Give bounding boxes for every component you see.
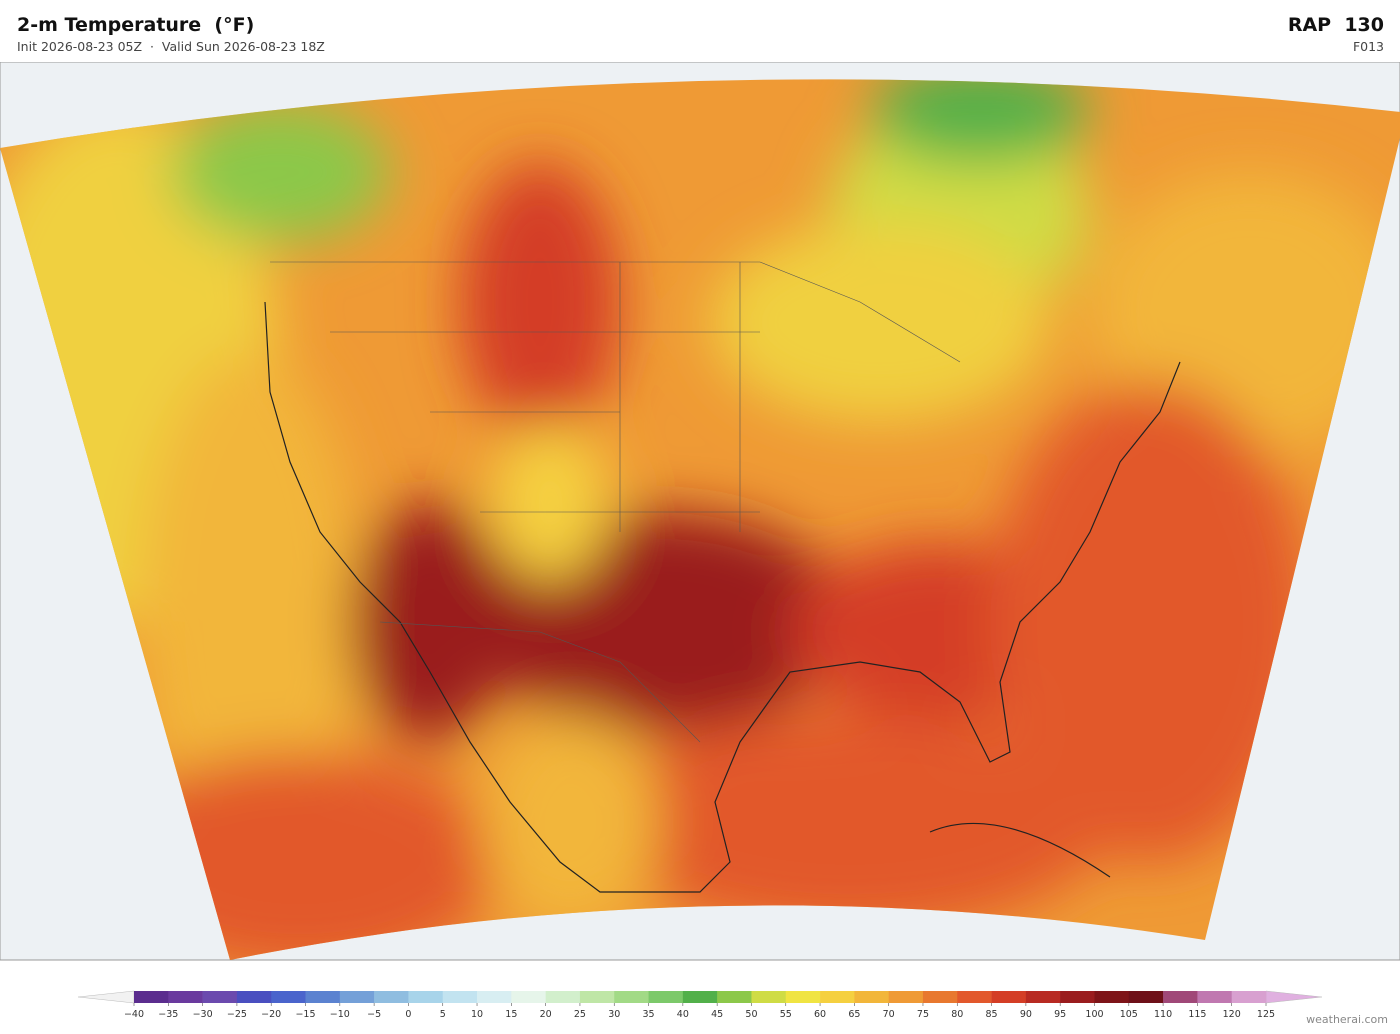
forecast-hour: F013 xyxy=(1352,39,1384,54)
colorbar-tick-label: 70 xyxy=(883,1009,895,1020)
colorbar-segment xyxy=(614,991,649,1003)
colorbar-tick-label: −40 xyxy=(124,1009,144,1020)
subtitle: Init 2026-08-23 05Z · Valid Sun 2026-08-… xyxy=(17,39,325,54)
colorbar-tick-label: 35 xyxy=(642,1009,654,1020)
colorbar-segment xyxy=(820,991,855,1003)
colorbar-segment xyxy=(1060,991,1095,1003)
colorbar-segment xyxy=(442,991,478,1003)
colorbar: −40 −35 −30 −25 −20 −15 −10 −5 0 5 10 15 20 25 30 35 40 4… xyxy=(77,990,1323,1020)
colorbar-tick-label: −30 xyxy=(193,1009,213,1020)
colorbar-segment xyxy=(374,991,409,1003)
colorbar-tick-label: 10 xyxy=(471,1009,483,1020)
colorbar-tick-label: 110 xyxy=(1154,1009,1172,1020)
colorbar-segment xyxy=(1094,991,1130,1003)
colorbar-tick-label: 120 xyxy=(1223,1009,1241,1020)
colorbar-segment xyxy=(339,991,375,1003)
colorbar-tick-label: −5 xyxy=(367,1009,381,1020)
colorbar-tick-label: 125 xyxy=(1257,1009,1275,1020)
colorbar-segment xyxy=(785,991,821,1003)
colorbar-tick-label: 40 xyxy=(677,1009,689,1020)
colorbar-tick-label: 50 xyxy=(745,1009,757,1020)
map xyxy=(0,62,1400,961)
colorbar-segment xyxy=(271,991,306,1003)
colorbar-segment xyxy=(579,991,615,1003)
colorbar-tick-label: 105 xyxy=(1120,1009,1138,1020)
colorbar-segment xyxy=(648,991,684,1003)
colorbar-segment xyxy=(888,991,924,1003)
colorbar-segment xyxy=(717,991,752,1003)
colorbar-tick-label: −20 xyxy=(261,1009,281,1020)
colorbar-tick-label: 90 xyxy=(1020,1009,1032,1020)
colorbar-tick-label: 65 xyxy=(848,1009,860,1020)
colorbar-segment xyxy=(922,991,958,1003)
colorbar-tick-label: −15 xyxy=(295,1009,315,1020)
colorbar-over xyxy=(1265,990,1323,1004)
model-name: RAP 130 xyxy=(1287,14,1384,36)
colorbar-tick-label: −35 xyxy=(158,1009,178,1020)
colorbar-segment xyxy=(168,991,203,1003)
colorbar-tick-label: −10 xyxy=(330,1009,350,1020)
colorbar-segment xyxy=(1197,991,1232,1003)
colorbar-tick-label: 15 xyxy=(505,1009,517,1020)
colorbar-segment xyxy=(991,991,1027,1003)
colorbar-segment xyxy=(305,991,341,1003)
colorbar-tick-label: 20 xyxy=(540,1009,552,1020)
colorbar-segment xyxy=(477,991,512,1003)
colorbar-tick-label: 5 xyxy=(440,1009,446,1020)
colorbar-segment xyxy=(1128,991,1164,1003)
temperature-field xyxy=(0,79,1400,961)
watermark: weatherai.com xyxy=(1306,1013,1388,1026)
colorbar-tick-label: 75 xyxy=(917,1009,929,1020)
colorbar-tick-label: 85 xyxy=(986,1009,998,1020)
colorbar-segment xyxy=(1025,991,1061,1003)
colorbar-segment xyxy=(511,991,546,1003)
colorbar-segment xyxy=(1231,991,1267,1003)
colorbar-tick-label: 115 xyxy=(1188,1009,1206,1020)
colorbar-segment xyxy=(545,991,581,1003)
colorbar-segment xyxy=(134,991,169,1003)
colorbar-tick-label: −25 xyxy=(227,1009,247,1020)
colorbar-tick-label: 0 xyxy=(405,1009,411,1020)
colorbar-tick-label: 30 xyxy=(608,1009,620,1020)
colorbar-segment xyxy=(751,991,787,1003)
colorbar-segment xyxy=(682,991,718,1003)
colorbar-tick-label: 100 xyxy=(1085,1009,1103,1020)
colorbar-segment xyxy=(202,991,238,1003)
colorbar-segment xyxy=(957,991,992,1003)
colorbar-under xyxy=(77,990,135,1004)
coastlines xyxy=(264,301,1181,893)
borders xyxy=(270,261,961,743)
colorbar-segment xyxy=(854,991,889,1003)
colorbar-segment xyxy=(408,991,444,1003)
colorbar-tick-label: 80 xyxy=(951,1009,963,1020)
title: 2-m Temperature (°F) xyxy=(17,14,255,36)
colorbar-tick-label: 45 xyxy=(711,1009,723,1020)
colorbar-tick-label: 95 xyxy=(1054,1009,1066,1020)
colorbar-tick-label: 55 xyxy=(780,1009,792,1020)
colorbar-segment xyxy=(1163,991,1198,1003)
colorbar-segment xyxy=(236,991,272,1003)
colorbar-tick-label: 60 xyxy=(814,1009,826,1020)
colorbar-tick-label: 25 xyxy=(574,1009,586,1020)
